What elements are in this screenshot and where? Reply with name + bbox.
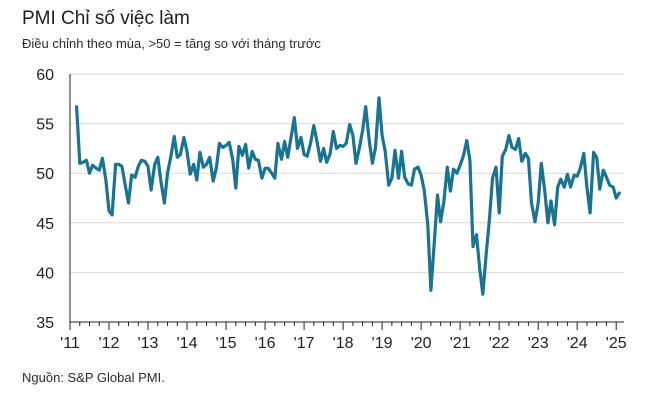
x-tick-label-2021: '21 — [450, 335, 471, 352]
y-tick-label-45: 45 — [36, 216, 54, 233]
y-tick-label-50: 50 — [36, 166, 54, 183]
x-tick-label-2024: '24 — [567, 335, 588, 352]
x-tick-label-2014: '14 — [177, 335, 198, 352]
y-axis-ticks: 35 40 45 50 55 60 — [36, 67, 54, 332]
x-tick-label-2025: '25 — [606, 335, 627, 352]
series-group — [75, 96, 621, 296]
y-tick-label-40: 40 — [36, 265, 54, 282]
x-tick-label-2013: '13 — [138, 335, 159, 352]
x-tick-label-2019: '19 — [372, 335, 393, 352]
chart-title: PMI Chỉ số việc làm — [22, 8, 190, 29]
series-line-1 — [75, 96, 621, 296]
x-tick-label-2018: '18 — [333, 335, 354, 352]
y-tick-label-60: 60 — [36, 67, 54, 84]
chart-subtitle: Điều chỉnh theo mùa, >50 = tăng so với t… — [22, 36, 321, 51]
y-tick-label-55: 55 — [36, 117, 54, 134]
y-tick-label-35: 35 — [36, 315, 54, 332]
grid-lines — [70, 73, 624, 323]
x-tick-label-2011: '11 — [60, 335, 80, 352]
x-tick-label-2022: '22 — [489, 335, 510, 352]
x-tick-label-2015: '15 — [216, 335, 237, 352]
x-axis: '11 '12 '13 '14 '15 '16 '17 '18 '19 '20 '21 '22 '23 '… — [60, 74, 627, 352]
source-note: Nguồn: S&P Global PMI. — [22, 370, 165, 385]
x-tick-label-2016: '16 — [255, 335, 276, 352]
x-tick-label-2020: '20 — [411, 335, 432, 352]
x-tick-label-2023: '23 — [528, 335, 549, 352]
x-tick-label-2012: '12 — [99, 335, 120, 352]
x-tick-label-2017: '17 — [294, 335, 315, 352]
